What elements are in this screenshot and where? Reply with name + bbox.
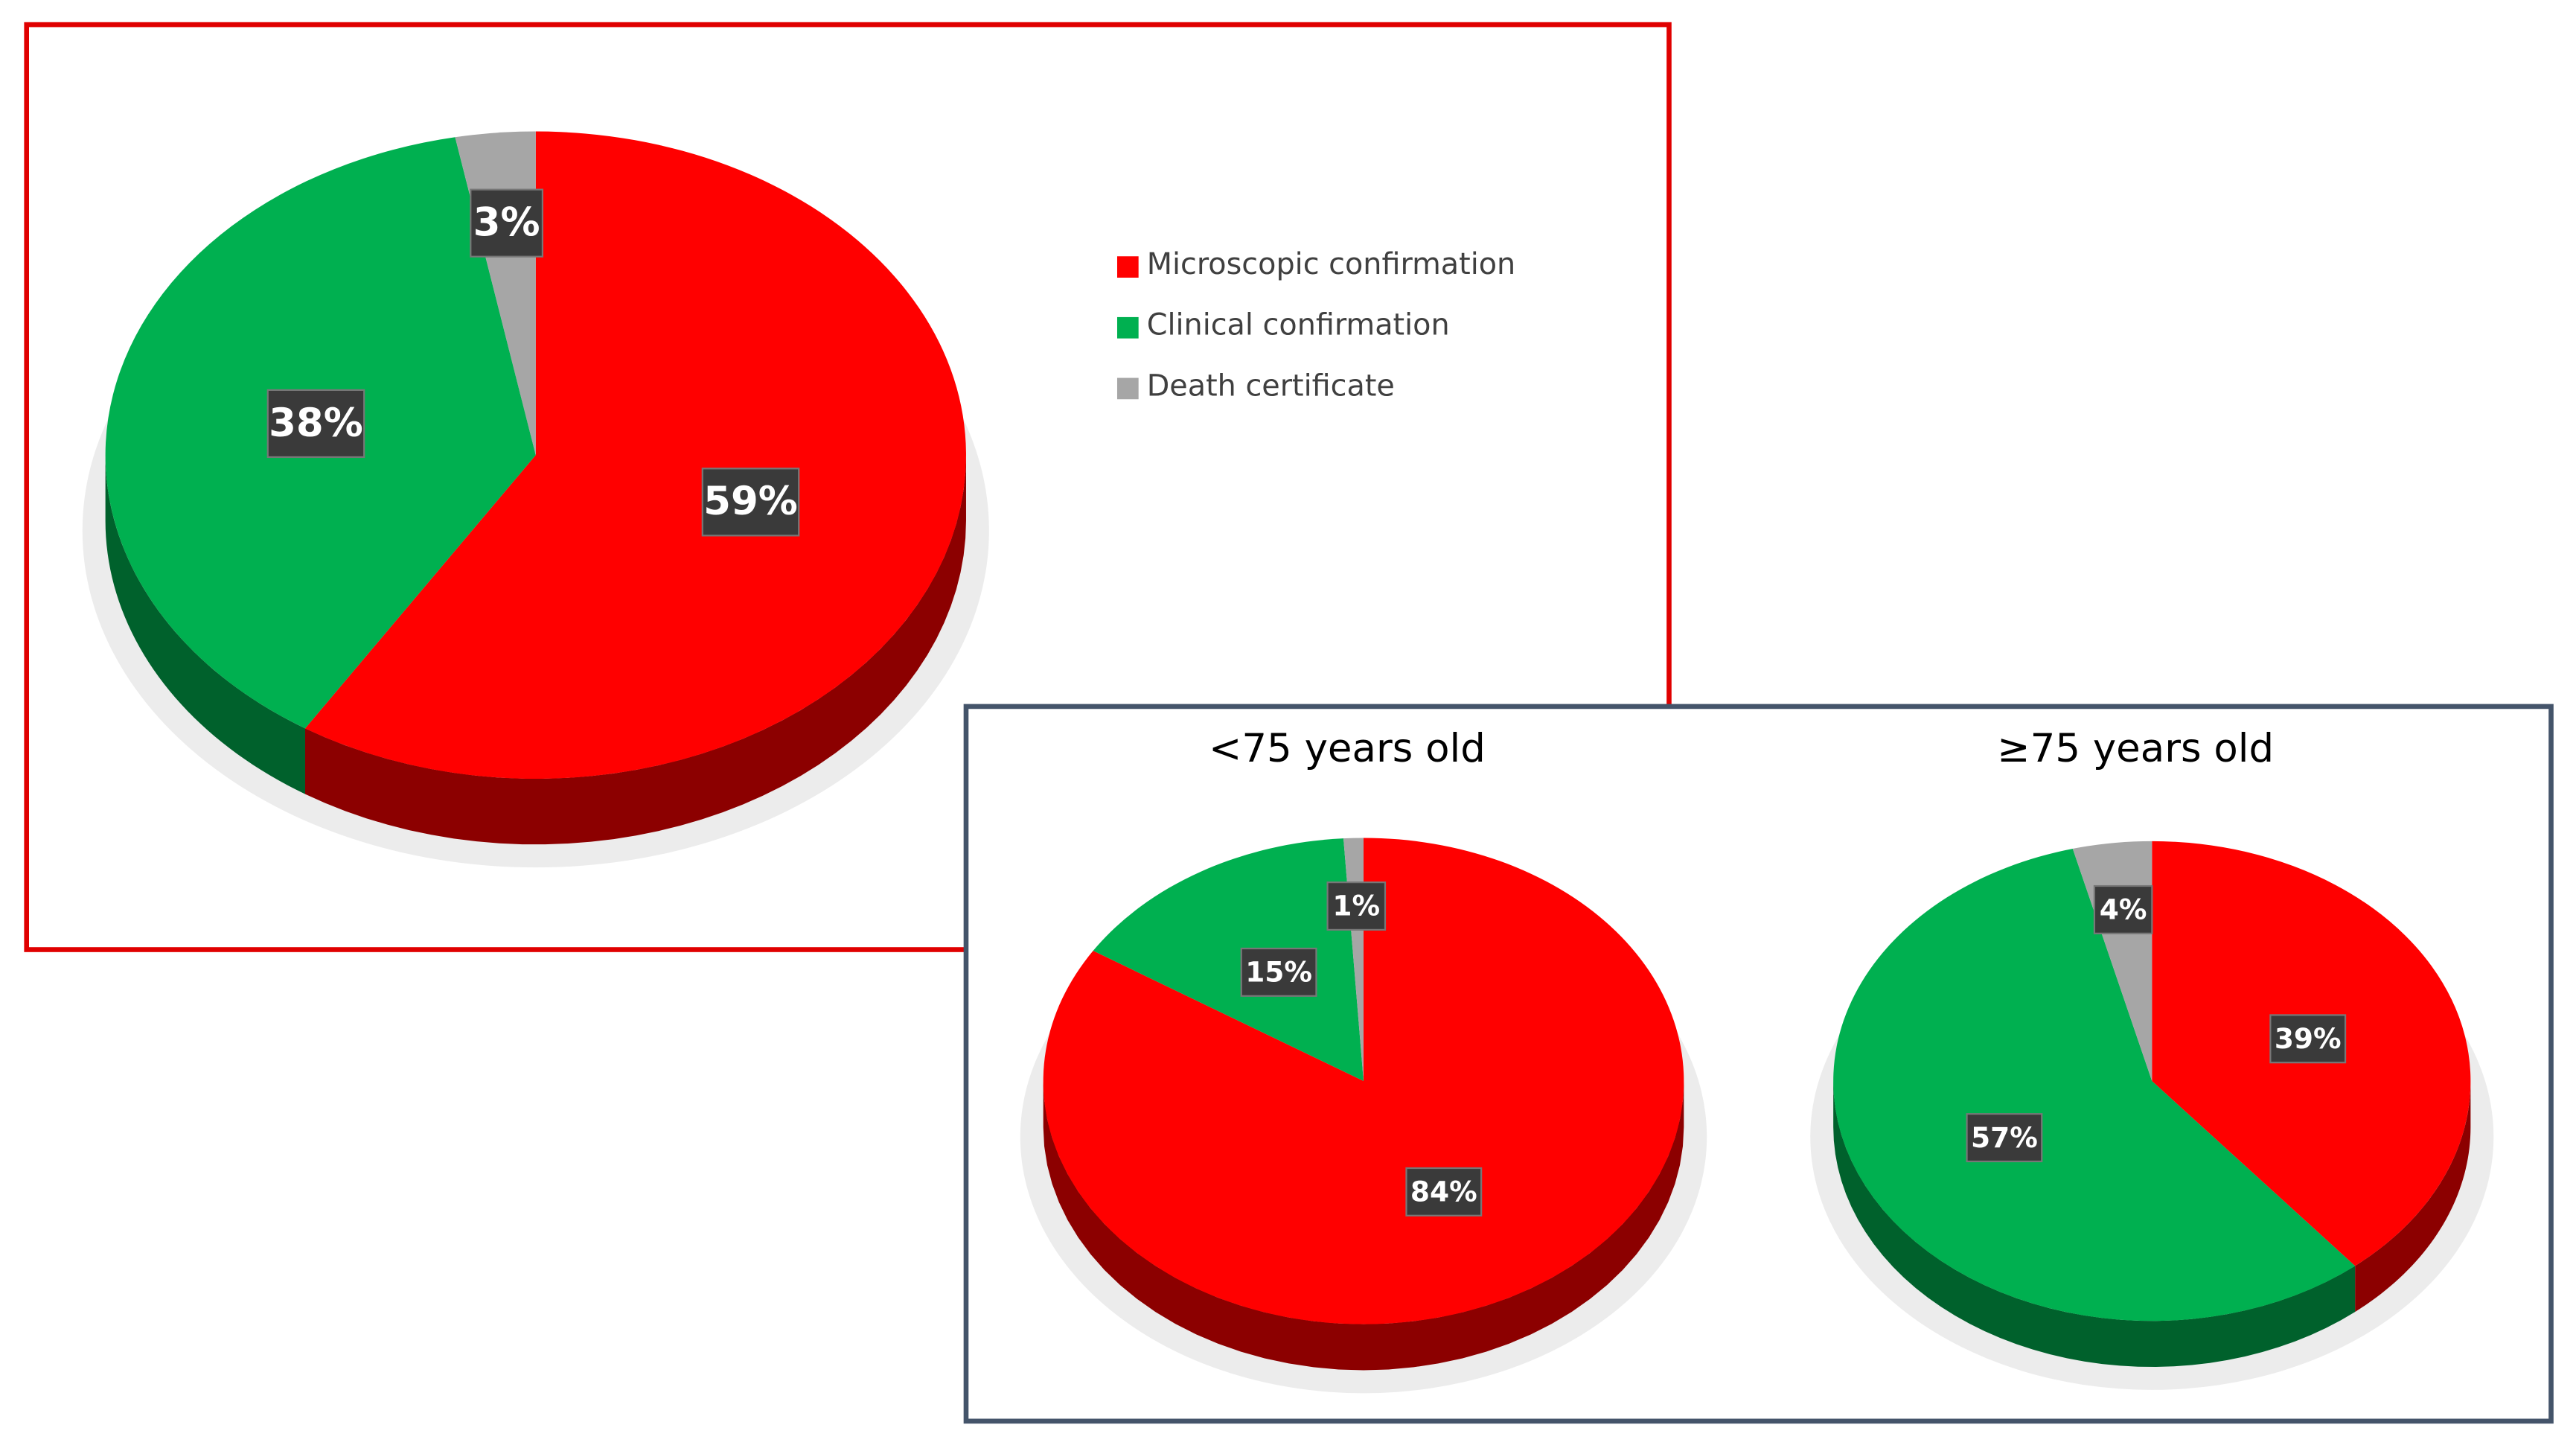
label-box [266, 389, 365, 459]
slice [1833, 848, 2356, 1321]
legend-label: Microscopic confirmation [1147, 247, 1516, 281]
slice-side [1043, 1081, 1684, 1371]
label-box [1405, 1167, 1483, 1217]
data-label: 3% [473, 200, 540, 246]
chart-title: <75 years old [1209, 726, 1486, 771]
data-label: 4% [2100, 893, 2147, 926]
data-label: 57% [1971, 1121, 2038, 1154]
legend-swatch [1116, 316, 1139, 339]
chart-under-75: <75 years old 84% 15% 1% [1020, 726, 1707, 1394]
data-label: 39% [2275, 1022, 2342, 1055]
label-box [2269, 1014, 2347, 1064]
data-label: 38% [269, 401, 363, 446]
label-box [701, 468, 800, 537]
label-box [1966, 1113, 2043, 1163]
label-box [470, 188, 544, 258]
label-box [1326, 881, 1387, 931]
legend-label: Death certificate [1147, 369, 1395, 403]
data-label: 84% [1410, 1176, 1477, 1208]
label-box [1240, 947, 1317, 997]
slice-side [105, 455, 305, 794]
chart-all: 59% 38% 3% Microscopic confirmation Clinical… [82, 131, 1516, 868]
data-label: 15% [1245, 956, 1312, 989]
data-label: 59% [703, 479, 798, 524]
slice [1093, 838, 1364, 1082]
slice-side [2355, 1081, 2471, 1313]
chart-75-plus: ≥75 years old 39% 57% 4% [1810, 726, 2494, 1390]
data-label: 1% [1332, 890, 1380, 922]
slice [304, 131, 966, 779]
chart-title: ≥75 years old [1997, 726, 2274, 771]
slice-side [1833, 1081, 2356, 1368]
slice [1043, 838, 1684, 1324]
legend-swatch [1116, 377, 1139, 400]
label-box [2093, 884, 2153, 934]
legend-swatch [1116, 256, 1139, 278]
legend-label: Clinical confirmation [1147, 308, 1450, 342]
slice-side [304, 455, 966, 845]
